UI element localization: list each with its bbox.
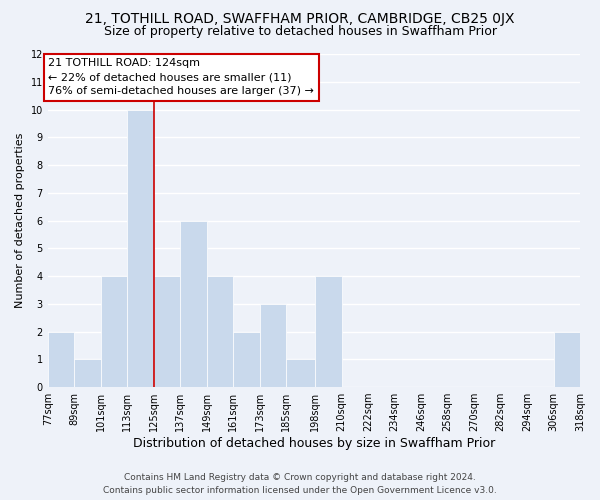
Bar [207, 276, 233, 387]
Bar [101, 276, 127, 387]
Bar [154, 276, 180, 387]
Bar [286, 360, 315, 387]
Bar [554, 332, 580, 387]
Bar [233, 332, 260, 387]
Y-axis label: Number of detached properties: Number of detached properties [15, 133, 25, 308]
Text: 21 TOTHILL ROAD: 124sqm
← 22% of detached houses are smaller (11)
76% of semi-de: 21 TOTHILL ROAD: 124sqm ← 22% of detache… [49, 58, 314, 96]
Bar [74, 360, 101, 387]
Bar [260, 304, 286, 387]
Text: Size of property relative to detached houses in Swaffham Prior: Size of property relative to detached ho… [104, 25, 497, 38]
Bar [180, 220, 207, 387]
X-axis label: Distribution of detached houses by size in Swaffham Prior: Distribution of detached houses by size … [133, 437, 495, 450]
Bar [48, 332, 74, 387]
Text: Contains HM Land Registry data © Crown copyright and database right 2024.
Contai: Contains HM Land Registry data © Crown c… [103, 473, 497, 495]
Bar [127, 110, 154, 387]
Text: 21, TOTHILL ROAD, SWAFFHAM PRIOR, CAMBRIDGE, CB25 0JX: 21, TOTHILL ROAD, SWAFFHAM PRIOR, CAMBRI… [85, 12, 515, 26]
Bar [315, 276, 341, 387]
